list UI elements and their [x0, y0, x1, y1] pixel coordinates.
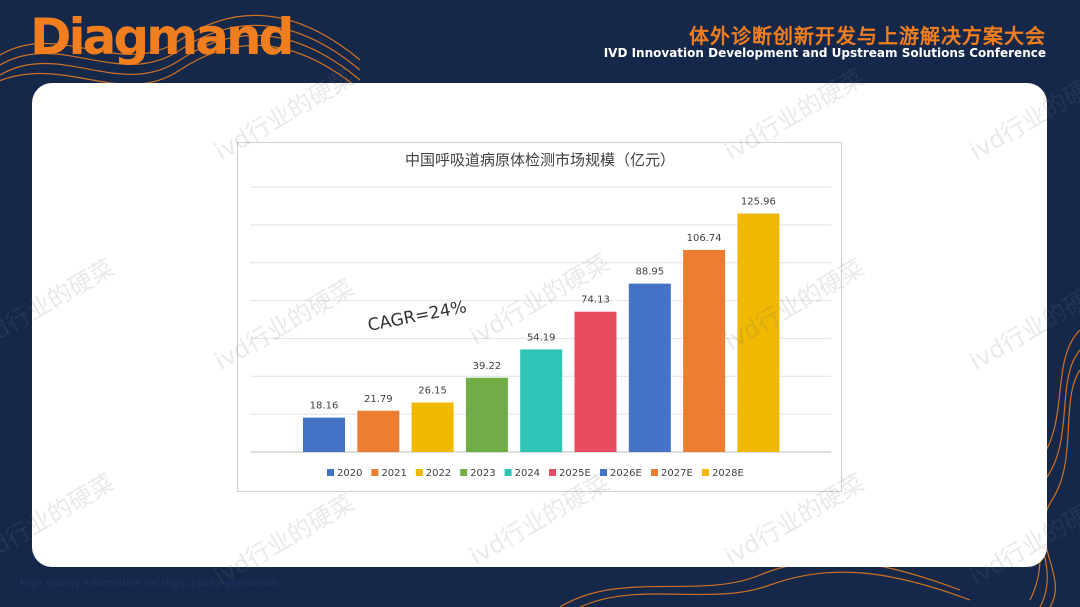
legend-swatch	[702, 469, 709, 476]
data-label: 74.13	[581, 295, 610, 306]
legend-label: 2025E	[559, 468, 591, 479]
legend-swatch	[371, 469, 379, 476]
legend-swatch	[600, 469, 607, 476]
legend-label: 2024	[515, 468, 540, 479]
legend-label: 2021	[381, 468, 406, 479]
bar-2025E	[574, 311, 617, 452]
conference-title-cn: 体外诊断创新开发与上游解决方案大会	[689, 24, 1046, 48]
legend-swatch	[651, 469, 658, 476]
legend-swatch	[460, 469, 468, 476]
legend-swatch	[415, 469, 423, 476]
legend-swatch	[504, 469, 512, 476]
legend-label: 2023	[470, 468, 495, 479]
bar-2027E	[683, 249, 726, 452]
cagr-annotation: CAGR=24%	[366, 297, 468, 336]
legend-swatch	[327, 469, 334, 476]
legend-label: 2028E	[712, 468, 744, 479]
bar-2028E	[737, 213, 780, 452]
bar-2023	[465, 377, 508, 452]
data-label: 26.15	[418, 386, 447, 397]
chart-title: 中国呼吸道病原体检测市场规模（亿元）	[405, 151, 675, 169]
legend-label: 2026E	[610, 468, 642, 479]
bar-2026E	[628, 283, 671, 452]
bar-2020	[303, 417, 345, 452]
bar-2022	[411, 402, 454, 452]
conference-title-en: IVD Innovation Development and Upstream …	[603, 46, 1046, 60]
legend-label: 2027E	[661, 468, 693, 479]
data-label: 125.96	[741, 197, 776, 208]
data-label: 54.19	[527, 332, 556, 343]
bar-2024	[520, 349, 563, 452]
bar-2021	[357, 410, 400, 452]
legend-label: 2020	[337, 468, 362, 479]
data-label: 106.74	[687, 233, 722, 244]
data-label: 21.79	[364, 394, 393, 405]
footer-tagline: High quality information for High qualit…	[20, 578, 279, 589]
data-label: 88.95	[635, 267, 664, 278]
data-label: 18.16	[310, 401, 339, 412]
diagmand-logo: Diagmand	[30, 8, 294, 66]
chart-frame: 中国呼吸道病原体检测市场规模（亿元） 18.16 21.79 26.15 39.22 54…	[237, 142, 842, 492]
legend-label: 2022	[426, 468, 451, 479]
data-label: 39.22	[473, 361, 502, 372]
bar-chart: 中国呼吸道病原体检测市场规模（亿元） 18.16 21.79 26.15 39.22 54…	[250, 151, 831, 479]
legend-swatch	[549, 469, 556, 476]
